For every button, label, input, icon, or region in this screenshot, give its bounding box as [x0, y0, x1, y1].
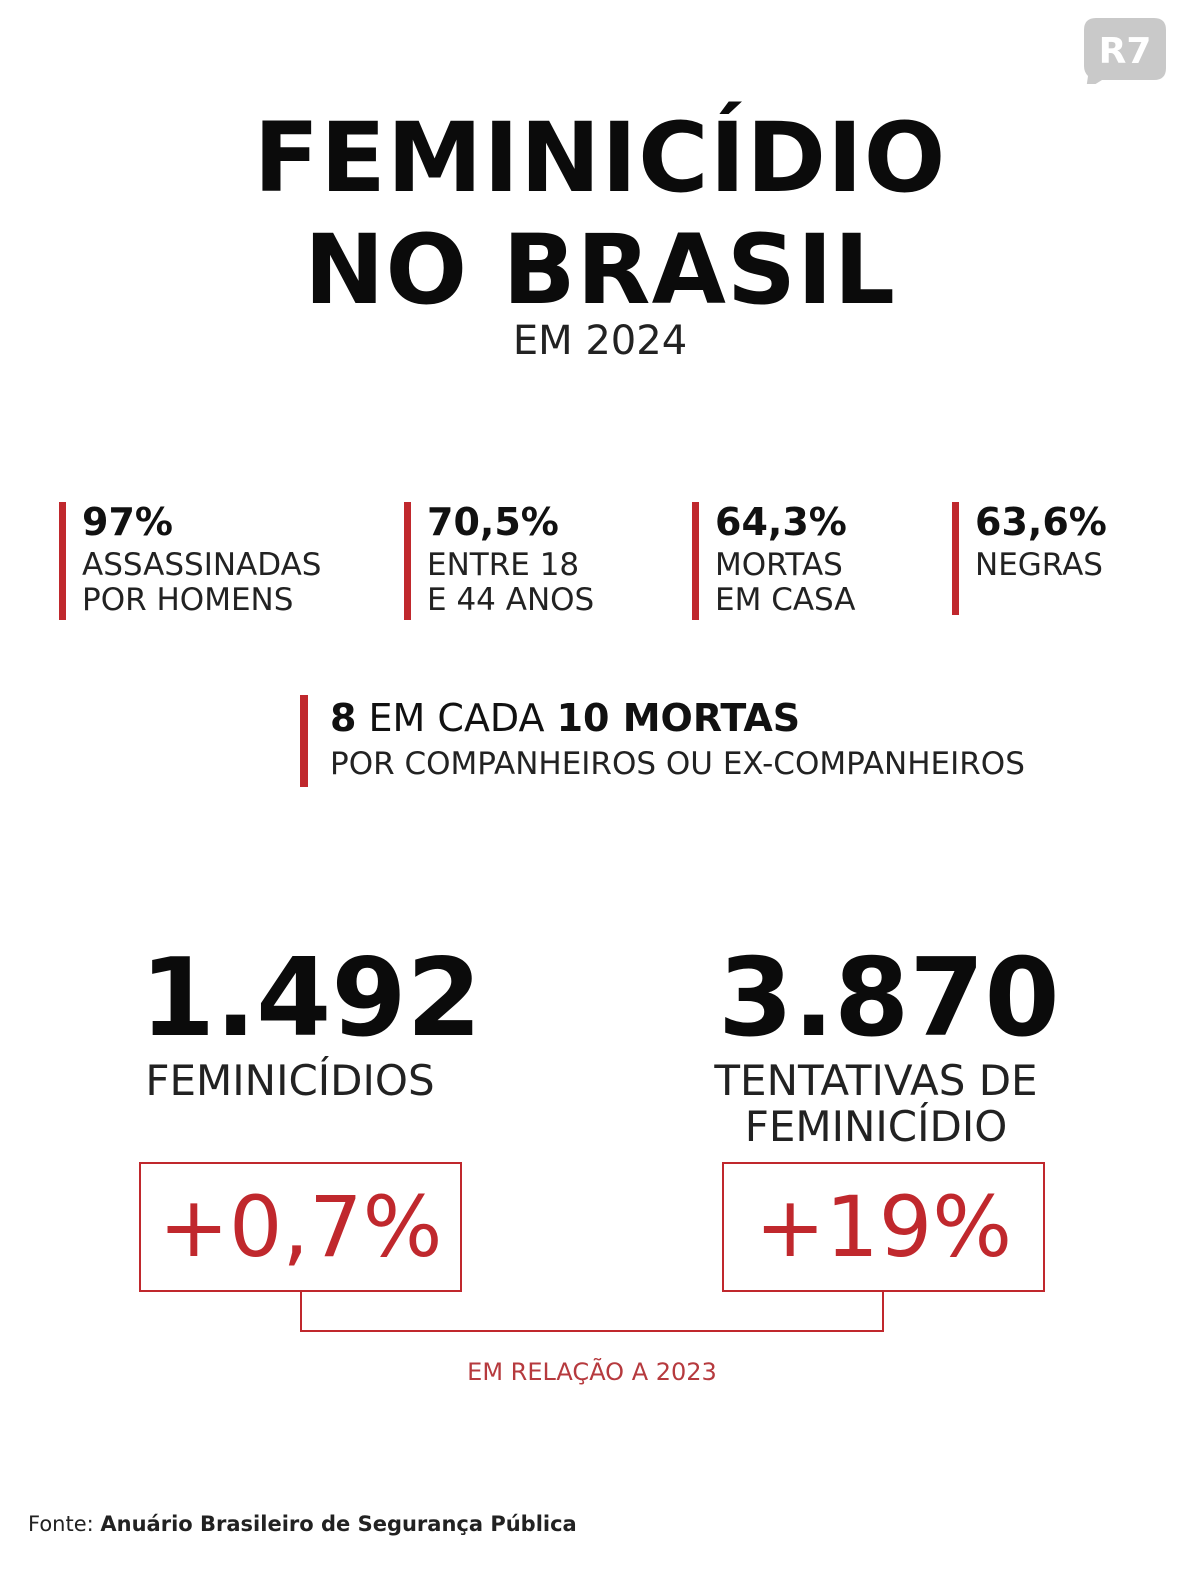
- femicides-total: 1.492: [140, 936, 482, 1061]
- stat-label: ENTRE 18 E 44 ANOS: [427, 547, 595, 618]
- stat-black-women: 63,6% NEGRAS: [952, 502, 1107, 615]
- source-credit: Fonte: Anuário Brasileiro de Segurança P…: [28, 1512, 577, 1536]
- stat-label: MORTAS EM CASA: [715, 547, 856, 618]
- stat-murdered-by-men: 97% ASSASSINADAS POR HOMENS: [59, 502, 321, 620]
- femicides-change: +0,7%: [158, 1178, 443, 1276]
- femicides-change-box: +0,7%: [139, 1162, 462, 1292]
- partner-stat-mid: EM CADA: [356, 696, 557, 740]
- page-subtitle: EM 2024: [512, 318, 688, 364]
- stat-label: ASSASSINADAS POR HOMENS: [82, 547, 322, 618]
- page-title-line2: NO BRASIL: [304, 214, 896, 326]
- stat-value: 63,6%: [975, 500, 1107, 544]
- comparison-note: EM RELAÇÃO A 2023: [467, 1358, 717, 1386]
- attempts-change: +19%: [754, 1178, 1013, 1276]
- stat-age-range: 70,5% ENTRE 18 E 44 ANOS: [404, 502, 594, 620]
- stat-value: 70,5%: [427, 500, 559, 544]
- stat-killed-at-home: 64,3% MORTAS EM CASA: [692, 502, 856, 620]
- comparison-bracket: [300, 1290, 884, 1332]
- stat-value: 64,3%: [715, 500, 847, 544]
- r7-logo: R7: [1084, 18, 1166, 90]
- stat-label: NEGRAS: [975, 547, 1103, 583]
- source-name: Anuário Brasileiro de Segurança Pública: [100, 1512, 577, 1536]
- page-title-line1: FEMINICÍDIO: [253, 102, 947, 214]
- femicides-label: FEMINICÍDIOS: [145, 1056, 435, 1105]
- attempts-label: TENTATIVAS DE FEMINICÍDIO: [714, 1056, 1038, 1151]
- stat-value: 97%: [82, 500, 173, 544]
- partner-stat-detail: POR COMPANHEIROS OU EX-COMPANHEIROS: [330, 746, 1025, 782]
- attempts-total: 3.870: [718, 936, 1060, 1061]
- attempts-change-box: +19%: [722, 1162, 1045, 1292]
- r7-logo-text: R7: [1099, 31, 1152, 72]
- partner-stat-num2: 10 MORTAS: [556, 696, 801, 740]
- partner-stat-headline: 8 EM CADA 10 MORTAS: [330, 695, 1025, 741]
- partner-stat-num1: 8: [330, 696, 357, 740]
- source-prefix: Fonte:: [28, 1512, 101, 1536]
- partner-stat: 8 EM CADA 10 MORTAS POR COMPANHEIROS OU …: [300, 695, 1025, 787]
